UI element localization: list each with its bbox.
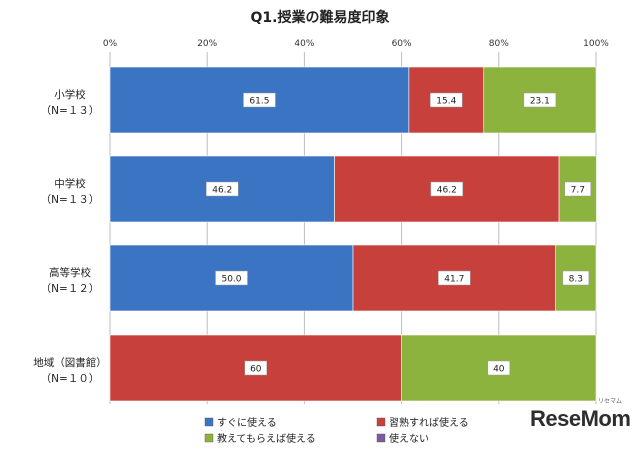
x-tick-label: 60% [392,39,412,49]
x-tick-label: 0% [103,39,118,49]
legend-swatch [376,417,386,427]
data-label-box [244,360,268,376]
category-label: 地域（図書館） [33,356,107,369]
x-tick-label: 100% [583,39,609,49]
x-tick-label: 40% [294,39,314,49]
category-label: 高等学校 [49,266,91,279]
x-tick-label: 20% [197,39,217,49]
category-label-n: （N=１０） [41,373,100,385]
data-label: 23.1 [530,97,550,107]
chart-title: Q1.授業の難易度印象 [251,9,390,26]
x-tick-label: 80% [489,39,509,49]
data-label-box [430,181,464,197]
data-label-box [523,92,557,108]
data-label-box [430,92,463,108]
data-label: 50.0 [221,275,241,285]
watermark-sub: リセマム [598,398,623,405]
data-label-box [243,92,276,108]
category-label-n: （N=１３） [41,194,100,206]
data-label-box [206,181,239,197]
data-label: 15.4 [436,97,456,107]
legend-label: 習熟すれば使える [389,416,469,429]
category-label: 小学校 [54,88,86,101]
data-label-box [564,181,592,197]
data-label: 41.7 [444,275,464,285]
bar-segment [483,66,597,134]
legend-swatch [204,433,214,443]
category-label-n: （N=１３） [41,105,100,117]
data-label-box [487,360,511,376]
data-label-box [438,270,471,286]
legend-label: 使えない [389,432,429,445]
data-label: 40 [493,365,505,375]
data-label: 60 [250,365,262,375]
category-label-n: （N=１２） [41,283,100,295]
data-label: 8.3 [569,275,583,285]
data-label: 46.2 [212,186,232,196]
legend-label: すぐに使える [217,416,277,429]
legend-label: 教えてもらえば使える [217,432,316,445]
watermark-logo: ReseMom [530,406,631,431]
data-label-box [215,270,248,286]
data-label: 46.2 [437,186,457,196]
category-label: 中学校 [54,177,86,190]
legend-swatch [376,433,386,443]
legend-swatch [204,417,214,427]
data-label-box [562,270,590,286]
data-label: 7.7 [571,186,585,196]
data-label: 61.5 [249,97,269,107]
